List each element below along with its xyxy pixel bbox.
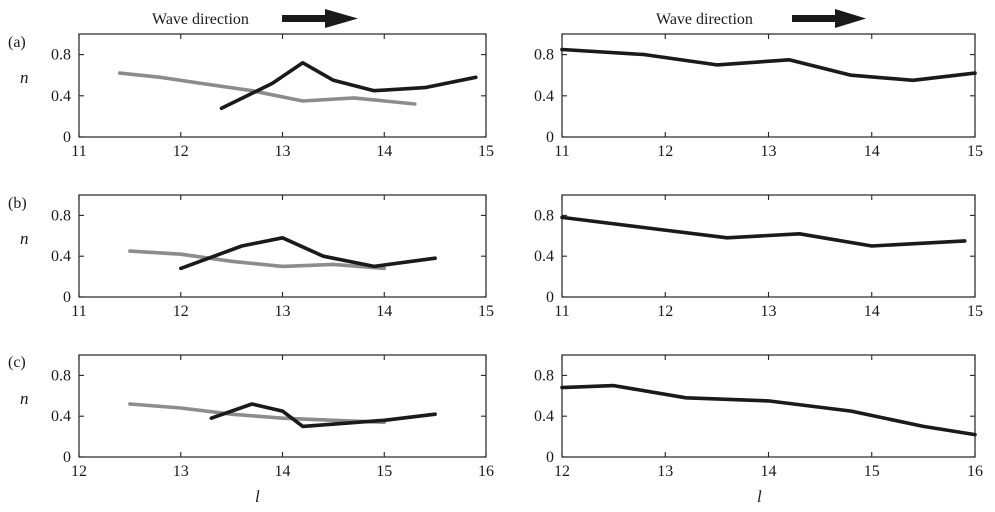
x-tick-label: 11 xyxy=(554,303,569,320)
y-tick-label: 0 xyxy=(63,449,71,466)
panel-letter-a: (a) xyxy=(8,34,26,51)
series-line xyxy=(209,402,437,429)
header-label-right: Wave direction xyxy=(656,11,753,28)
x-tick-label: 15 xyxy=(478,303,494,320)
x-tick-label: 15 xyxy=(967,143,983,160)
x-tick-label: 15 xyxy=(376,463,392,480)
plot-frame xyxy=(78,194,487,298)
x-tick-label: 12 xyxy=(71,463,87,480)
x-tick-label: 13 xyxy=(761,143,777,160)
y-tick-label: 0.8 xyxy=(51,47,71,64)
xlabel-right: l xyxy=(757,487,762,506)
panel-b-left: 11 12 13 14 15 0 0.4 0.8 xyxy=(51,194,494,320)
series-line xyxy=(128,249,387,271)
x-tick-label: 12 xyxy=(173,143,189,160)
header-left: Wave direction xyxy=(152,9,358,28)
xlabel-left: l xyxy=(255,487,260,506)
y-tick-label: 0.8 xyxy=(51,367,71,384)
panel-a-left: 11 12 13 14 15 0 0.4 0.8 xyxy=(51,33,494,160)
arrow-right-icon xyxy=(792,9,866,28)
x-tick-label: 11 xyxy=(554,143,569,160)
y-tick-label: 0.8 xyxy=(534,47,554,64)
series-line xyxy=(560,215,967,248)
y-tick-label: 0 xyxy=(546,449,554,466)
x-tick-label: 15 xyxy=(478,143,494,160)
x-tick-label: 12 xyxy=(554,463,570,480)
x-tick-label: 12 xyxy=(657,143,673,160)
ylabel-b: n xyxy=(20,229,29,248)
series-line xyxy=(560,47,977,83)
x-tick-label: 14 xyxy=(761,463,777,480)
series-line xyxy=(179,236,437,271)
plot-frame xyxy=(78,33,487,138)
series-line xyxy=(117,71,417,106)
y-tick-label: 0 xyxy=(546,129,554,146)
header-label-left: Wave direction xyxy=(152,11,249,28)
x-tick-label: 16 xyxy=(478,463,494,480)
x-tick-label: 15 xyxy=(864,463,880,480)
ylabel-a: n xyxy=(20,68,29,87)
plot-frame xyxy=(561,194,976,298)
series-line xyxy=(560,383,977,437)
panel-a-right: 11 12 13 14 15 0 0.4 0.8 xyxy=(534,33,983,160)
y-tick-label: 0.8 xyxy=(534,207,554,224)
y-tick-label: 0.4 xyxy=(51,88,71,105)
x-tick-label: 11 xyxy=(71,143,86,160)
arrow-right-icon xyxy=(282,9,358,28)
x-tick-label: 14 xyxy=(864,143,880,160)
panel-letter-c: (c) xyxy=(8,354,26,371)
panel-c-left: 12 13 14 15 16 0 0.4 0.8 xyxy=(51,354,494,480)
ylabel-c: n xyxy=(20,389,29,408)
header-right: Wave direction xyxy=(656,9,866,28)
y-tick-label: 0.8 xyxy=(51,207,71,224)
y-tick-label: 0.4 xyxy=(534,88,554,105)
x-tick-label: 14 xyxy=(864,303,880,320)
x-tick-label: 13 xyxy=(173,463,189,480)
plot-frame xyxy=(561,354,976,458)
x-tick-label: 12 xyxy=(657,303,673,320)
x-tick-label: 16 xyxy=(967,463,983,480)
series-line xyxy=(219,61,478,110)
x-tick-label: 13 xyxy=(275,143,291,160)
y-tick-label: 0 xyxy=(546,289,554,306)
x-tick-label: 15 xyxy=(967,303,983,320)
x-tick-label: 12 xyxy=(173,303,189,320)
plot-frame xyxy=(561,33,976,138)
x-tick-label: 13 xyxy=(275,303,291,320)
series-line xyxy=(128,402,387,425)
x-tick-label: 14 xyxy=(376,143,392,160)
x-tick-label: 13 xyxy=(657,463,673,480)
x-tick-label: 14 xyxy=(275,463,291,480)
x-tick-label: 11 xyxy=(71,303,86,320)
x-tick-label: 13 xyxy=(761,303,777,320)
y-tick-label: 0.4 xyxy=(534,408,554,425)
y-tick-label: 0.4 xyxy=(51,408,71,425)
panels: 11 12 13 14 15 0 0.4 0.8 11 12 13 14 15 0 0.4 0.8 11 12 13… xyxy=(51,33,983,480)
y-tick-label: 0.8 xyxy=(534,367,554,384)
panel-letter-b: (b) xyxy=(8,195,27,212)
y-tick-label: 0 xyxy=(63,129,71,146)
y-tick-label: 0.4 xyxy=(51,248,71,265)
y-tick-label: 0.4 xyxy=(534,248,554,265)
panel-b-right: 11 12 13 14 15 0 0.4 0.8 xyxy=(534,194,983,320)
panel-c-right: 12 13 14 15 16 0 0.4 0.8 xyxy=(534,354,983,480)
y-tick-label: 0 xyxy=(63,289,71,306)
x-tick-label: 14 xyxy=(376,303,392,320)
